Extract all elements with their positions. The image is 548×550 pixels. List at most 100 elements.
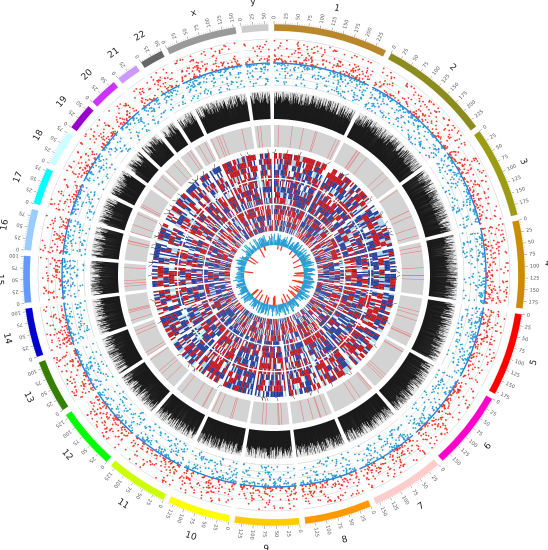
scatter-point-up (358, 492, 360, 494)
scatter-point-up (105, 437, 108, 440)
scatter-point-down (457, 361, 460, 364)
scatter-point-down (382, 114, 385, 117)
scatter-point-down (92, 173, 95, 176)
scatter-point-down (401, 129, 404, 132)
scatter-point-up (447, 135, 450, 138)
scatter-point-down (289, 69, 292, 71)
scatter-point-up (162, 456, 165, 459)
scatter-point-down (391, 107, 393, 110)
scatter-point-up (181, 69, 184, 72)
scatter-point-down (99, 371, 102, 374)
scatter-point-down (366, 459, 369, 461)
scatter-point-up (403, 463, 406, 466)
scatter-point-up (200, 52, 203, 55)
scatter-point-down (190, 85, 192, 88)
scatter-point-up (224, 45, 227, 48)
scatter-point-down (400, 114, 403, 117)
scatter-point-down (284, 64, 287, 67)
scatter-point-down (377, 105, 380, 108)
scatter-point-down (355, 98, 358, 101)
scatter-grid-ring (133, 85, 151, 99)
tick-label: 25 (44, 144, 52, 152)
scatter-point-up (302, 490, 305, 493)
scatter-point-down (68, 225, 71, 228)
scatter-point-down (139, 412, 142, 415)
scatter-point-up (77, 365, 80, 368)
scatter-point-down (428, 156, 431, 159)
scatter-point-up (460, 158, 463, 161)
scatter-point-down (313, 470, 315, 473)
minor-tick-mark (178, 41, 180, 43)
scatter-point-up (96, 398, 99, 401)
scatter-point-up (397, 90, 400, 93)
scatter-point-up (263, 490, 266, 493)
scatter-point-up (496, 269, 498, 272)
tick-label: 125 (216, 15, 224, 26)
minor-tick-mark (364, 509, 366, 511)
scatter-point-down (439, 404, 441, 406)
scatter-point-up (88, 390, 90, 393)
scatter-point-down (474, 333, 476, 336)
scatter-point-up (507, 269, 509, 272)
scatter-point-down (75, 200, 78, 202)
scatter-point-down (138, 415, 141, 418)
scatter-point-up (488, 315, 491, 318)
scatter-point-up (486, 315, 488, 318)
scatter-point-up (43, 244, 46, 247)
scatter-point-down (478, 279, 481, 282)
minor-tick-mark (445, 91, 448, 93)
scatter-mean-line (244, 62, 271, 66)
scatter-point-down (235, 81, 238, 84)
scatter-grid-ring (178, 479, 234, 498)
scatter-point-up (297, 56, 300, 59)
scatter-mean-line (184, 466, 237, 485)
scatter-point-up (105, 431, 107, 434)
scatter-point-up (142, 464, 145, 466)
minor-tick-mark (494, 153, 496, 155)
scatter-point-up (348, 473, 351, 476)
scatter-point-up (44, 246, 47, 249)
scatter-point-up (433, 110, 436, 112)
scatter-point-down (478, 275, 481, 278)
scatter-point-up (381, 71, 384, 74)
tick-label: 0 (28, 355, 33, 362)
scatter-point-up (499, 332, 502, 334)
scatter-point-up (61, 316, 64, 319)
scatter-point-down (84, 248, 86, 251)
scatter-point-down (129, 123, 132, 126)
minor-tick-mark (362, 509, 363, 512)
scatter-point-up (329, 46, 331, 49)
scatter-point-up (307, 59, 310, 61)
scatter-point-down (65, 282, 68, 285)
scatter-point-down (77, 203, 79, 206)
scatter-point-down (224, 478, 227, 480)
scatter-point-down (252, 82, 255, 85)
scatter-point-up (58, 318, 61, 321)
scatter-point-down (347, 82, 350, 84)
scatter-point-up (302, 495, 304, 497)
scatter-point-down (72, 340, 75, 343)
scatter-point-up (265, 502, 268, 504)
scatter-point-down (367, 102, 370, 104)
scatter-point-up (489, 264, 492, 267)
scatter-point-up (459, 386, 462, 388)
scatter-point-down (393, 447, 396, 449)
scatter-point-up (169, 469, 171, 472)
scatter-point-down (138, 138, 141, 141)
scatter-point-down (388, 446, 391, 448)
scatter-point-down (428, 146, 431, 149)
minor-tick-mark (380, 46, 382, 48)
scatter-point-up (227, 499, 229, 501)
scatter-point-down (285, 482, 288, 485)
scatter-point-up (87, 164, 90, 167)
scatter-point-down (91, 173, 93, 176)
scatter-point-down (341, 80, 344, 83)
chromosome-label-19: 19 (55, 94, 70, 109)
scatter-point-up (486, 272, 489, 274)
scatter-point-up (335, 65, 338, 68)
scatter-point-down (469, 199, 471, 202)
scatter-point-up (77, 361, 80, 364)
scatter-point-up (446, 139, 449, 142)
minor-tick-mark (433, 469, 435, 471)
scatter-point-up (181, 483, 184, 486)
